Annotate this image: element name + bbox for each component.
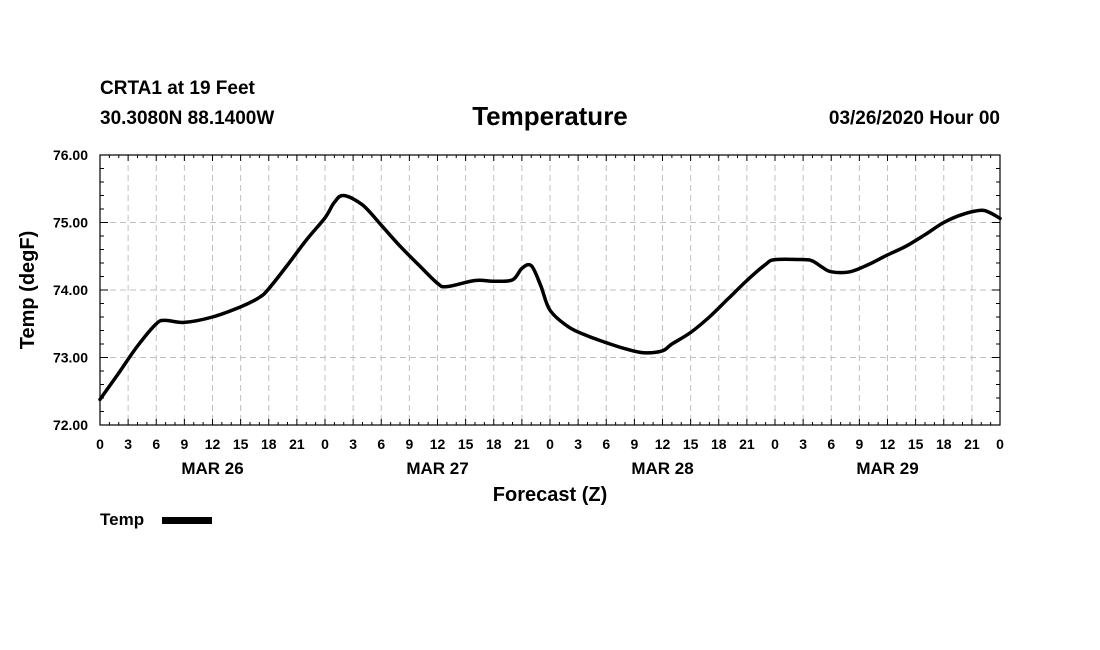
y-tick-labels: 72.00 73.00 74.00 75.00 76.00 <box>53 147 88 433</box>
x-tick-label: 0 <box>546 436 554 452</box>
x-tick-label: 12 <box>430 436 446 452</box>
x-tick-label: 18 <box>486 436 502 452</box>
x-tick-label: 0 <box>996 436 1004 452</box>
x-tick-label: 9 <box>855 436 863 452</box>
legend-label: Temp <box>100 510 144 529</box>
y-tick-label: 76.00 <box>53 147 88 163</box>
x-tick-label: 12 <box>880 436 896 452</box>
run-time-label: 03/26/2020 Hour 00 <box>829 108 1000 129</box>
x-tick-label: 9 <box>180 436 188 452</box>
day-label: MAR 29 <box>856 459 918 478</box>
location-label: 30.3080N 88.1400W <box>100 108 274 129</box>
legend: Temp <box>100 510 212 529</box>
chart-title: Temperature <box>472 101 628 131</box>
x-tick-label: 21 <box>514 436 530 452</box>
x-tick-label: 15 <box>233 436 249 452</box>
x-tick-label: 6 <box>152 436 160 452</box>
y-tick-label: 73.00 <box>53 350 88 366</box>
x-tick-label: 18 <box>261 436 277 452</box>
x-tick-label: 0 <box>96 436 104 452</box>
plot-frame <box>99 154 1001 426</box>
x-tick-label: 6 <box>377 436 385 452</box>
series-group <box>98 193 1002 402</box>
day-labels: MAR 26 MAR 27 MAR 28 MAR 29 <box>181 459 918 478</box>
grid <box>100 155 1000 425</box>
x-tick-label: 0 <box>771 436 779 452</box>
x-tick-label: 21 <box>289 436 305 452</box>
x-tick-label: 21 <box>964 436 980 452</box>
x-tick-label: 3 <box>799 436 807 452</box>
temp-series-line <box>98 193 1002 402</box>
x-tick-label: 3 <box>349 436 357 452</box>
x-tick-label: 18 <box>711 436 727 452</box>
day-label: MAR 27 <box>406 459 468 478</box>
x-tick-label: 3 <box>574 436 582 452</box>
x-tick-label: 9 <box>630 436 638 452</box>
axes <box>99 154 1001 426</box>
day-label: MAR 26 <box>181 459 243 478</box>
x-tick-label: 15 <box>908 436 924 452</box>
y-axis-label: Temp (degF) <box>17 231 39 350</box>
x-tick-label: 15 <box>683 436 699 452</box>
x-tick-label: 12 <box>205 436 221 452</box>
y-tick-label: 72.00 <box>53 417 88 433</box>
x-tick-labels: 0 3 6 9 12 15 18 21 0 3 6 9 12 15 18 21 0 3 6 9 12 15 18 21 0 3 6 9… <box>96 436 1004 452</box>
x-tick-label: 9 <box>405 436 413 452</box>
x-tick-label: 6 <box>827 436 835 452</box>
x-tick-label: 3 <box>124 436 132 452</box>
x-tick-label: 0 <box>321 436 329 452</box>
day-label: MAR 28 <box>631 459 693 478</box>
x-axis-label: Forecast (Z) <box>493 484 607 506</box>
station-label: CRTA1 at 19 Feet <box>100 78 256 99</box>
x-tick-label: 21 <box>739 436 755 452</box>
y-tick-label: 75.00 <box>53 215 88 231</box>
x-tick-label: 12 <box>655 436 671 452</box>
x-tick-label: 18 <box>936 436 952 452</box>
y-tick-label: 74.00 <box>53 282 88 298</box>
x-tick-label: 6 <box>602 436 610 452</box>
x-tick-label: 15 <box>458 436 474 452</box>
legend-swatch <box>162 517 212 524</box>
